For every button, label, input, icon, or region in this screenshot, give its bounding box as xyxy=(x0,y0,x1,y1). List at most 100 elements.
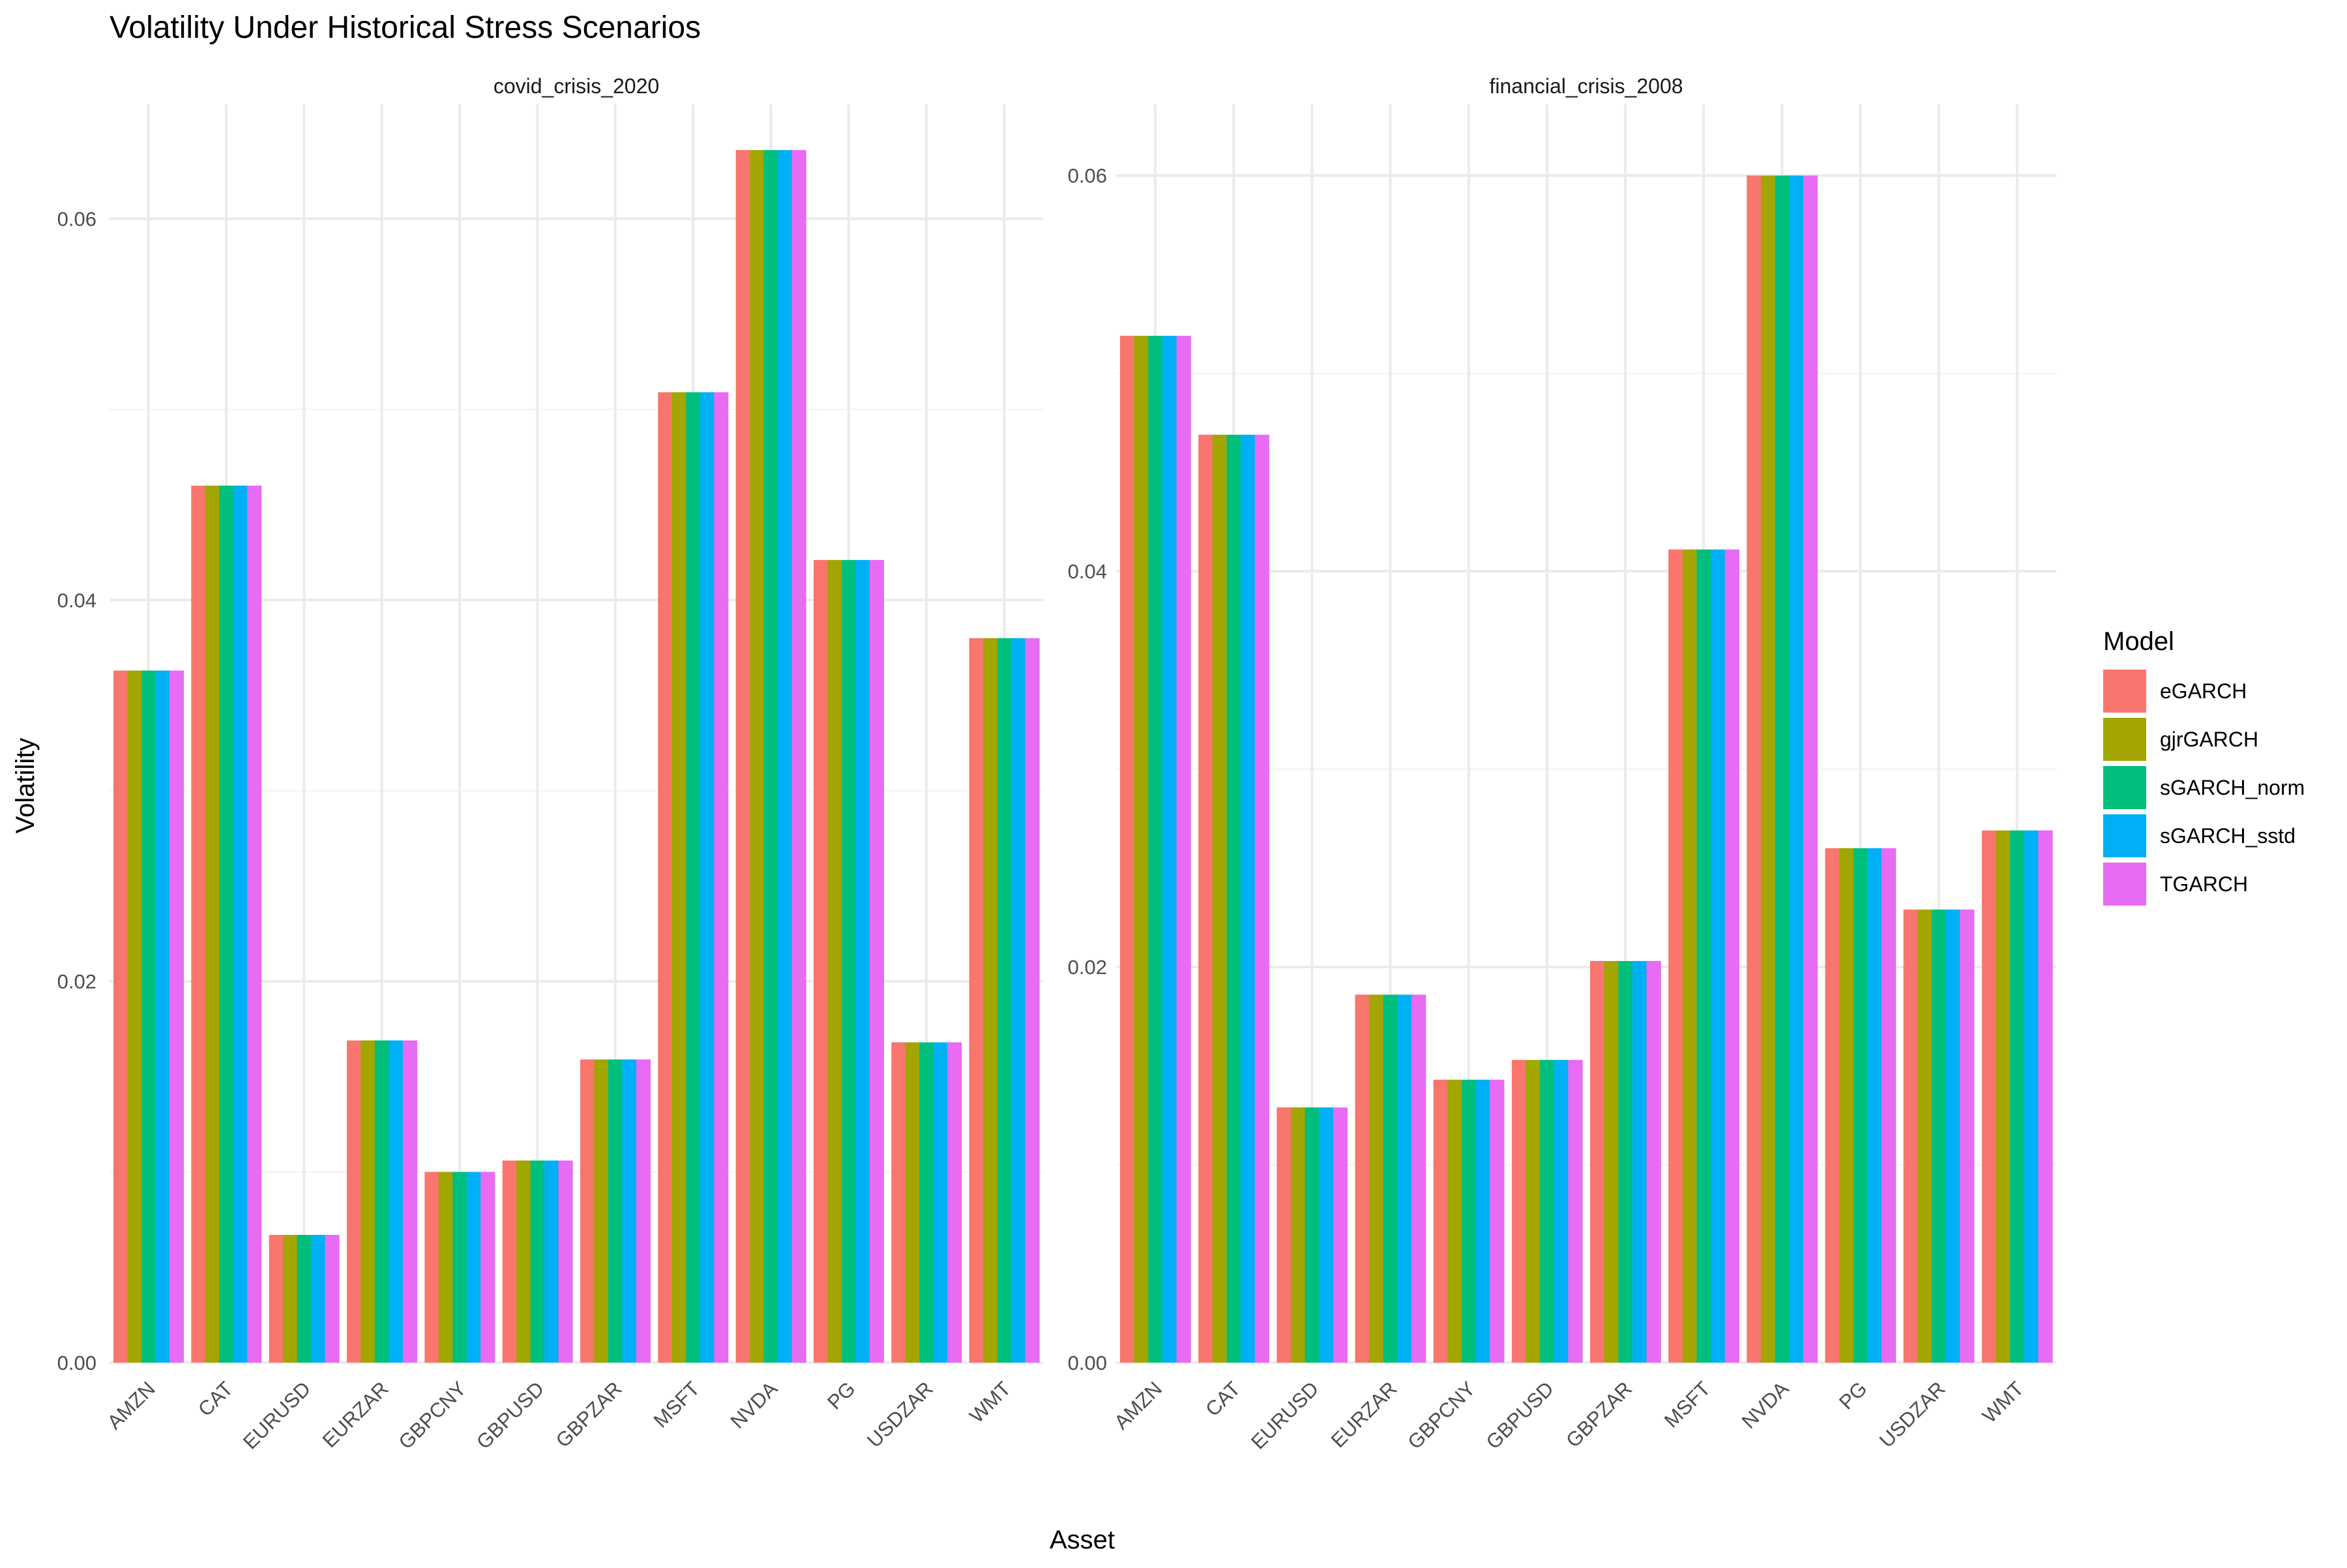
bar-egarch-usdzar xyxy=(891,1042,906,1363)
bar-egarch-gbpzar xyxy=(580,1059,595,1363)
bar-egarch-pg xyxy=(813,559,829,1363)
bar-sgarch-norm-amzn xyxy=(141,670,156,1363)
bar-tgarch-gbpusd xyxy=(558,1161,573,1363)
bar-sgarch-sstd-wmt xyxy=(1011,638,1026,1363)
bar-egarch-nvda xyxy=(735,150,750,1363)
bar-gjrgarch-eurusd xyxy=(1290,1107,1306,1363)
bar-egarch-nvda xyxy=(1747,175,1762,1363)
bar-tgarch-eurzar xyxy=(1411,994,1426,1363)
bar-sgarch-norm-wmt xyxy=(997,638,1012,1363)
bar-egarch-gbpusd xyxy=(502,1161,517,1363)
bar-sgarch-norm-amzn xyxy=(1148,336,1163,1363)
bar-tgarch-gbpusd xyxy=(1568,1059,1583,1363)
bar-sgarch-norm-wmt xyxy=(2010,830,2025,1363)
bar-sgarch-norm-gbpcny xyxy=(1461,1080,1477,1363)
bar-sgarch-norm-cat xyxy=(219,485,234,1363)
bar-gjrgarch-cat xyxy=(205,485,220,1363)
bar-gjrgarch-gbpzar xyxy=(594,1059,609,1363)
bar-egarch-gbpcny xyxy=(424,1172,439,1363)
legend-key-label: sGARCH_norm xyxy=(2160,776,2305,799)
bar-sgarch-sstd-wmt xyxy=(2024,830,2039,1363)
y-tick-label: 0.04 xyxy=(57,589,96,612)
bar-sgarch-norm-nvda xyxy=(1775,175,1790,1363)
bar-sgarch-sstd-gbpusd xyxy=(1554,1059,1569,1363)
bar-egarch-amzn xyxy=(1120,336,1135,1363)
bar-sgarch-norm-usdzar xyxy=(1931,910,1947,1363)
bar-gjrgarch-pg xyxy=(1839,848,1854,1363)
bar-gjrgarch-wmt xyxy=(1996,830,2011,1363)
bar-gjrgarch-nvda xyxy=(750,150,765,1363)
bar-sgarch-norm-gbpusd xyxy=(530,1161,545,1363)
legend-key-label: gjrGARCH xyxy=(2160,728,2258,751)
bar-sgarch-sstd-usdzar xyxy=(933,1042,948,1363)
bar-sgarch-norm-gbpusd xyxy=(1540,1059,1555,1363)
bar-sgarch-norm-msft xyxy=(686,392,701,1363)
legend-key-swatch xyxy=(2103,670,2146,713)
bar-sgarch-norm-usdzar xyxy=(919,1042,934,1363)
bar-sgarch-sstd-usdzar xyxy=(1945,910,1960,1363)
bar-sgarch-sstd-eurusd xyxy=(311,1235,326,1363)
bar-gjrgarch-gbpusd xyxy=(1526,1059,1541,1363)
y-tick-label: 0.02 xyxy=(57,970,96,993)
bar-tgarch-amzn xyxy=(1176,336,1191,1363)
bar-gjrgarch-msft xyxy=(672,392,686,1363)
bar-sgarch-norm-eurzar xyxy=(1383,994,1398,1363)
bar-tgarch-usdzar xyxy=(947,1042,962,1363)
legend-key-swatch xyxy=(2103,718,2146,761)
bar-sgarch-sstd-cat xyxy=(233,485,248,1363)
bar-gjrgarch-usdzar xyxy=(1917,910,1932,1363)
bar-sgarch-sstd-nvda xyxy=(778,150,793,1363)
bar-egarch-eurusd xyxy=(269,1235,284,1363)
bar-sgarch-sstd-amzn xyxy=(155,670,170,1363)
legend-title: Model xyxy=(2103,627,2174,656)
legend-key-swatch xyxy=(2103,766,2146,809)
bar-gjrgarch-eurzar xyxy=(361,1040,376,1363)
bar-egarch-cat xyxy=(191,485,206,1363)
bar-sgarch-sstd-eurzar xyxy=(1397,994,1412,1363)
bar-tgarch-eurzar xyxy=(402,1040,417,1363)
bar-tgarch-nvda xyxy=(791,150,806,1363)
legend: Model eGARCH gjrGARCH sGARCH_norm sGARCH_sst… xyxy=(2103,627,2305,906)
bar-sgarch-norm-pg xyxy=(841,559,857,1363)
legend-key-label: sGARCH_sstd xyxy=(2160,824,2295,848)
bar-sgarch-sstd-gbpzar xyxy=(622,1059,637,1363)
bar-sgarch-norm-gbpzar xyxy=(608,1059,623,1363)
bar-sgarch-norm-eurusd xyxy=(1305,1107,1320,1363)
legend-key-swatch xyxy=(2103,814,2146,857)
bar-tgarch-gbpcny xyxy=(1490,1080,1505,1363)
y-tick-label: 0.06 xyxy=(1068,164,1107,187)
facet-panel: financial_crisis_20080.000.020.040.06AMZ… xyxy=(1068,74,2056,1454)
bar-tgarch-wmt xyxy=(1025,638,1040,1363)
bar-gjrgarch-msft xyxy=(1682,549,1698,1363)
y-axis-label: Volatility xyxy=(11,738,40,834)
legend-key-swatch xyxy=(2103,863,2146,906)
bar-sgarch-norm-gbpcny xyxy=(452,1172,467,1363)
bar-sgarch-sstd-gbpzar xyxy=(1632,960,1647,1363)
bar-egarch-wmt xyxy=(1981,830,1997,1363)
bar-tgarch-gbpzar xyxy=(636,1059,651,1363)
bar-tgarch-cat xyxy=(1254,434,1269,1363)
bar-sgarch-sstd-nvda xyxy=(1789,175,1804,1363)
bar-egarch-amzn xyxy=(113,670,128,1363)
bar-gjrgarch-usdzar xyxy=(905,1042,920,1363)
bar-tgarch-msft xyxy=(714,392,729,1363)
bar-sgarch-norm-eurusd xyxy=(297,1235,312,1363)
bar-egarch-pg xyxy=(1825,848,1840,1363)
bar-gjrgarch-pg xyxy=(827,559,842,1363)
y-tick-label: 0.00 xyxy=(57,1352,96,1374)
bar-sgarch-norm-gbpzar xyxy=(1618,960,1633,1363)
bar-sgarch-norm-msft xyxy=(1696,549,1711,1363)
bar-gjrgarch-nvda xyxy=(1760,175,1776,1363)
bar-sgarch-sstd-pg xyxy=(855,559,870,1363)
bar-tgarch-pg xyxy=(869,559,884,1363)
bar-egarch-msft xyxy=(658,392,673,1363)
bar-tgarch-msft xyxy=(1724,549,1739,1363)
bar-egarch-gbpcny xyxy=(1433,1080,1448,1363)
bar-tgarch-eurusd xyxy=(1333,1107,1348,1363)
bar-sgarch-norm-pg xyxy=(1853,848,1868,1363)
bar-egarch-gbpzar xyxy=(1590,960,1605,1363)
x-axis-label: Asset xyxy=(1050,1526,1115,1554)
bar-gjrgarch-gbpzar xyxy=(1604,960,1619,1363)
